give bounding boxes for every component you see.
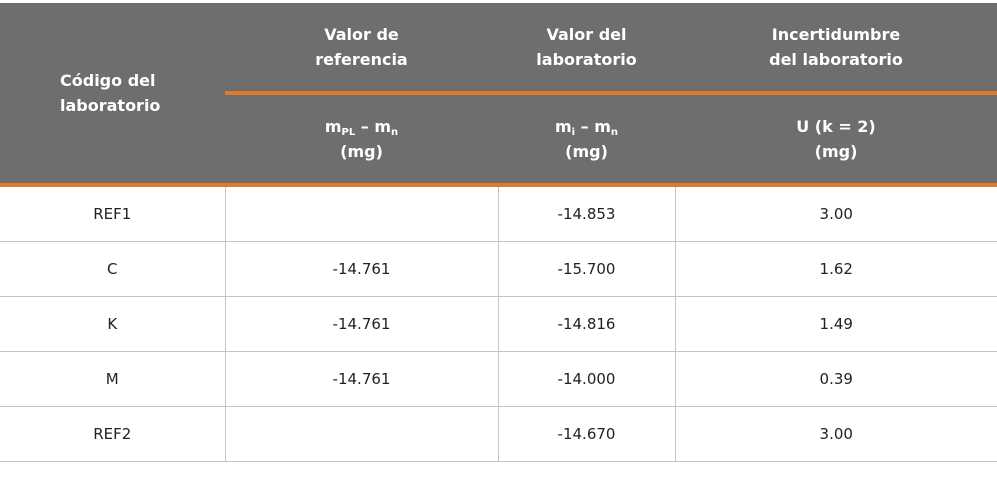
table-cell: -14.761 — [224, 241, 499, 297]
header-row: mPL – mn (mg) mi – mn (mg) U (k = 2) (mg) — [0, 93, 997, 187]
header-text: Valor del — [546, 25, 627, 44]
symbol-text: – m — [355, 117, 392, 136]
table-row: M -14.761 -14.000 0.39 — [0, 351, 997, 407]
table-cell: -15.700 — [497, 241, 676, 297]
table-cell: REF1 — [0, 184, 226, 242]
table-cell: -14.816 — [497, 296, 676, 352]
header-row: Código del laboratorio Valor de referencia V… — [0, 3, 997, 187]
table-row: REF1 -14.853 3.00 — [0, 184, 997, 242]
table-cell: K — [0, 296, 226, 352]
header-text: laboratorio — [60, 96, 161, 115]
table-cell: 3.00 — [674, 184, 997, 242]
table-row: K -14.761 -14.816 1.49 — [0, 296, 997, 352]
group-header: Valor de referencia — [225, 3, 498, 95]
group-header: Incertidumbre del laboratorio — [675, 3, 997, 95]
unit: (mg) — [340, 142, 383, 161]
header-text: Código del — [60, 71, 156, 90]
group-header: Valor del laboratorio — [498, 3, 675, 95]
subscript: i — [571, 127, 576, 138]
subscript: PL — [341, 127, 356, 138]
symbol-text: U (k = 2) — [796, 117, 876, 136]
table-row: REF2 -14.670 3.00 — [0, 406, 997, 462]
symbol: mPL – mn — [324, 117, 399, 138]
table-cell: 1.62 — [674, 241, 997, 297]
table-cell: -14.670 — [497, 406, 676, 462]
empty-cell — [224, 406, 499, 462]
header-text: referencia — [315, 50, 408, 69]
symbol: U (k = 2) — [796, 117, 876, 136]
unit-header: mPL – mn (mg) — [225, 93, 498, 187]
table-cell: C — [0, 241, 226, 297]
unit: (mg) — [814, 142, 858, 161]
table-cell: -14.761 — [224, 351, 499, 407]
table-cell: 1.49 — [674, 296, 997, 352]
symbol: mi – mn — [554, 117, 619, 138]
table-cell: 0.39 — [674, 351, 997, 407]
table-body: REF1 -14.853 3.00 C -14.761 -15.700 1.62 K -14.7… — [0, 184, 997, 462]
unit-header: U (k = 2) (mg) — [675, 93, 997, 187]
row-label-header: Código del laboratorio — [0, 3, 225, 187]
table-cell: M — [0, 351, 226, 407]
table-row: C -14.761 -15.700 1.62 — [0, 241, 997, 297]
empty-cell — [224, 184, 499, 242]
table-cell: REF2 — [0, 406, 226, 462]
table-header: Código del laboratorio Valor de referencia V… — [0, 3, 997, 187]
header-text: Valor de — [324, 25, 399, 44]
unit-header: mi – mn (mg) — [498, 93, 675, 187]
table-cell: 3.00 — [674, 406, 997, 462]
table-wrap: Código del laboratorio Valor de referencia V… — [0, 3, 997, 462]
data-table: Código del laboratorio Valor de referencia V… — [0, 3, 997, 462]
unit: (mg) — [565, 142, 608, 161]
subscript: n — [391, 127, 399, 138]
table-cell: -14.000 — [497, 351, 676, 407]
subscript: n — [610, 127, 619, 138]
symbol-text: m — [554, 117, 572, 136]
header-text: Incertidumbre — [771, 25, 901, 44]
table-cell: -14.761 — [224, 296, 499, 352]
symbol-text: – m — [575, 117, 611, 136]
header-text: laboratorio — [536, 50, 637, 69]
header-text: del laboratorio — [769, 50, 903, 69]
table-cell: -14.853 — [497, 184, 676, 242]
symbol-text: m — [324, 117, 342, 136]
